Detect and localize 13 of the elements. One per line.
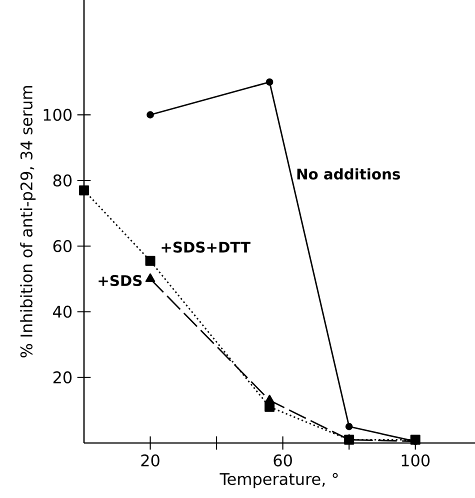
y-axis-title: % Inhibition of anti-p29, 34 serum: [20, 86, 36, 358]
x-axis-title: Temperature, °: [220, 472, 338, 488]
series-label: +SDS+DTT: [162, 242, 250, 253]
y-tick-label: 100: [44, 108, 72, 121]
series-label: No additions: [297, 168, 400, 180]
y-tick-label: 40: [53, 306, 72, 318]
x-tick-label: 20: [141, 454, 160, 466]
y-tick-label: 20: [53, 371, 72, 384]
series-label: +SDS: [98, 275, 142, 286]
x-tick-label: 100: [402, 454, 430, 466]
y-tick-label: 80: [53, 174, 72, 187]
y-tick-label: 60: [53, 240, 72, 252]
x-tick-label: 60: [274, 454, 292, 466]
